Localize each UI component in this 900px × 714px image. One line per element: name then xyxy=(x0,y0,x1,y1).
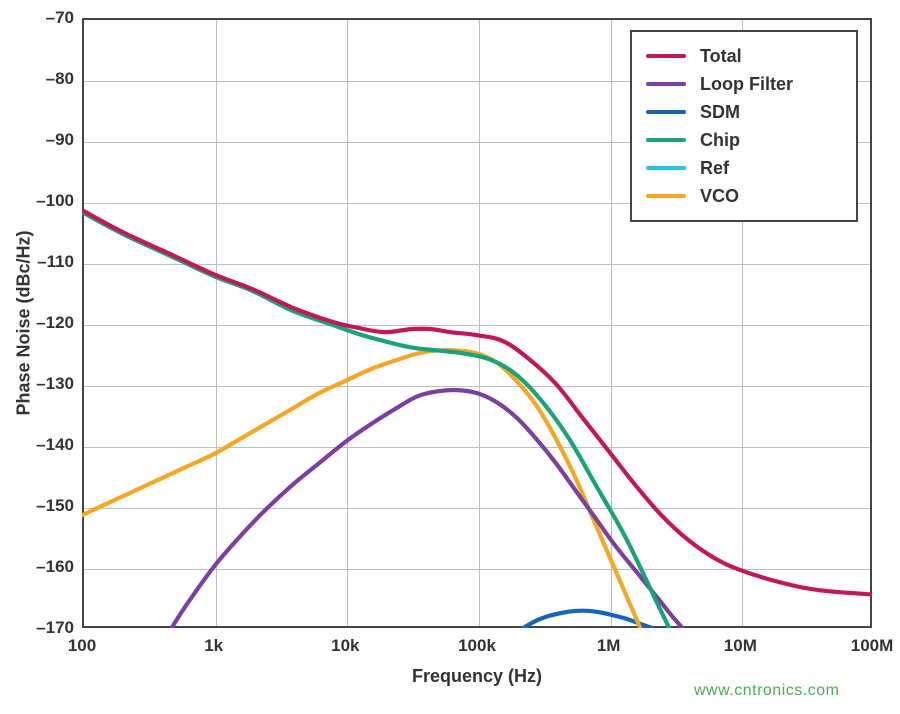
watermark: www.cntronics.com xyxy=(694,682,839,700)
legend-label: Chip xyxy=(700,130,740,151)
x-tick-label: 10k xyxy=(331,636,359,656)
legend-item-ref: Ref xyxy=(646,154,838,182)
y-tick-label: –100 xyxy=(36,191,74,211)
series-total xyxy=(82,210,872,594)
y-tick-label: –110 xyxy=(37,252,74,272)
legend-label: Loop Filter xyxy=(700,74,793,95)
y-axis-label: Phase Noise (dBc/Hz) xyxy=(14,230,35,415)
x-tick-label: 1M xyxy=(597,636,621,656)
legend-swatch xyxy=(646,110,686,114)
legend-swatch xyxy=(646,54,686,58)
x-tick-label: 100M xyxy=(851,636,894,656)
legend-item-chip: Chip xyxy=(646,126,838,154)
legend-label: VCO xyxy=(700,186,739,207)
y-tick-label: –70 xyxy=(46,8,74,28)
y-tick-label: –160 xyxy=(36,557,74,577)
series-vco xyxy=(82,350,640,628)
y-tick-label: –120 xyxy=(36,313,74,333)
y-tick-label: –90 xyxy=(46,130,74,150)
legend-swatch xyxy=(646,138,686,142)
x-tick-label: 100 xyxy=(68,636,96,656)
x-tick-label: 1k xyxy=(204,636,223,656)
x-axis-label: Frequency (Hz) xyxy=(412,666,542,687)
legend-label: SDM xyxy=(700,102,740,123)
legend-swatch xyxy=(646,166,686,170)
legend-swatch xyxy=(646,82,686,86)
legend-item-total: Total xyxy=(646,42,838,70)
y-tick-label: –140 xyxy=(36,435,74,455)
x-tick-label: 100k xyxy=(458,636,496,656)
x-tick-label: 10M xyxy=(724,636,757,656)
y-tick-label: –170 xyxy=(36,618,74,638)
series-loop xyxy=(172,390,683,628)
legend: Total Loop Filter SDM Chip Ref VCO xyxy=(630,30,858,222)
y-tick-label: –80 xyxy=(46,69,74,89)
legend-item-loop: Loop Filter xyxy=(646,70,838,98)
y-tick-label: –130 xyxy=(36,374,74,394)
legend-item-sdm: SDM xyxy=(646,98,838,126)
y-tick-label: –150 xyxy=(36,496,74,516)
legend-swatch xyxy=(646,194,686,198)
phase-noise-chart: 100 1k 10k 100k 1M 10M 100M –70 –80 –90 –100 –110 –… xyxy=(0,0,900,714)
legend-label: Ref xyxy=(700,158,729,179)
legend-item-vco: VCO xyxy=(646,182,838,210)
legend-label: Total xyxy=(700,46,742,67)
